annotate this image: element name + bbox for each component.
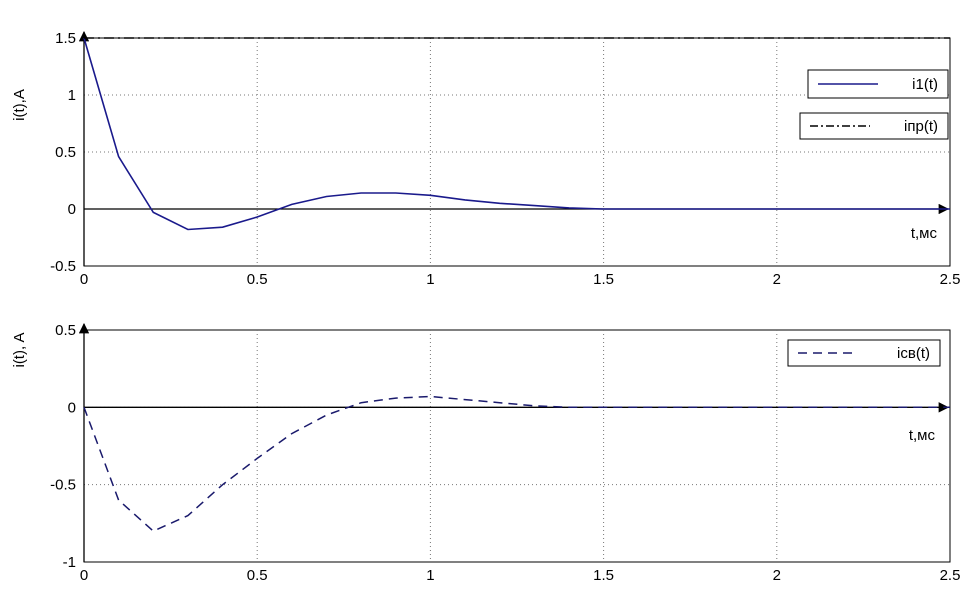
legend-box: iсв(t)	[787, 339, 941, 367]
top-chart: 0 0.5 1 1.5 2 2.5-0.500.511.5i1(t)iпр(t)i(t),…	[11, 30, 960, 288]
y-tick-label: -0.5	[50, 477, 76, 494]
x-tick-label: 0.5	[247, 271, 268, 288]
x-tick-label: 2	[773, 271, 781, 288]
x-tick-label: 1.5	[593, 567, 614, 584]
y-tick-label: -1	[63, 554, 76, 571]
series-line-iсв(t)	[83, 395, 950, 532]
legend-label: iсв(t)	[897, 345, 930, 362]
x-tick-label: 1.5	[593, 271, 614, 288]
y-axis-label: i(t), A	[11, 332, 28, 367]
legend-frame	[799, 112, 949, 140]
legend-box: i1(t)	[807, 69, 949, 99]
y-axis-label: i(t),A	[11, 89, 28, 121]
x-tick-label: 0.5	[247, 567, 268, 584]
plot-area	[83, 329, 951, 563]
x-tick-label: 1	[426, 567, 434, 584]
legend-box: iпр(t)	[799, 112, 949, 140]
legend-label: iпр(t)	[904, 118, 938, 135]
x-tick-label: 0	[80, 271, 88, 288]
bottom-chart: 0 0.5 1 1.5 2 2.5 -1 -0.5 0 0.5 iсв(t) i(t), A t,мс	[11, 322, 960, 584]
y-tick-label: 0	[68, 399, 76, 416]
legend-label: i1(t)	[912, 76, 938, 93]
y-tick-label: 1	[68, 87, 76, 104]
y-tick-label: 1.5	[55, 30, 76, 47]
x-axis-label: t,мс	[909, 427, 936, 444]
x-tick-label: 0	[80, 567, 88, 584]
y-tick-label: 0.5	[55, 322, 76, 339]
x-tick-label: 2	[773, 567, 781, 584]
x-axis-label: t,мс	[911, 225, 938, 242]
y-tick-label: -0.5	[50, 258, 76, 275]
x-tick-label: 2.5	[940, 567, 961, 584]
x-tick-label: 2.5	[940, 271, 961, 288]
y-tick-label: 0	[68, 201, 76, 218]
y-tick-label: 0.5	[55, 144, 76, 161]
x-tick-label: 1	[426, 271, 434, 288]
series-line-i1(t)	[83, 37, 950, 231]
